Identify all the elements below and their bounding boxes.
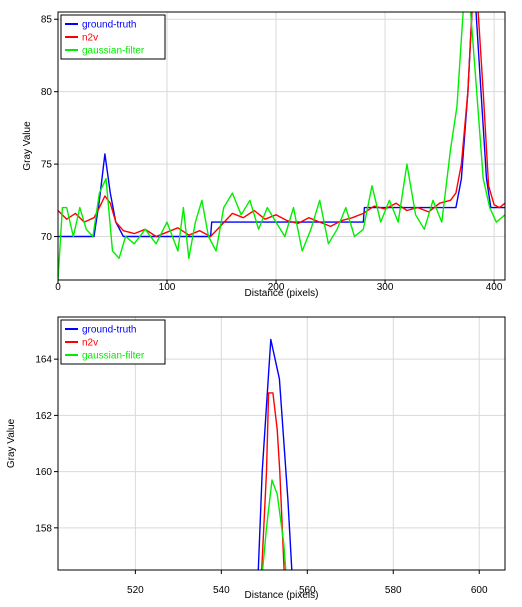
series-line-n2v: [261, 392, 285, 570]
legend-label-ground-truth: ground-truth: [82, 20, 136, 31]
series-line-gaussian-filter: [58, 12, 505, 280]
y-tick-label: 85: [41, 15, 53, 26]
x-tick-label: 580: [385, 585, 402, 596]
legend-box: [60, 14, 166, 60]
y-tick-label: 162: [35, 411, 52, 422]
legend-box: [60, 319, 166, 365]
x-tick-label: 0: [55, 282, 61, 293]
legend-label-ground-truth: ground-truth: [82, 325, 136, 336]
x-tick-label: 600: [471, 585, 488, 596]
x-tick-label: 200: [268, 282, 285, 293]
x-tick-label: 100: [159, 282, 176, 293]
legend-label-gaussian-filter: gaussian-filter: [82, 351, 145, 362]
chart-top: 0 100 200 300 400 70 75 80 85 Distance (pixels) Gr…: [22, 11, 506, 299]
x-tick-label: 560: [299, 585, 316, 596]
y-axis-label: Gray Value: [6, 418, 17, 468]
chart-bottom: 520 540 560 580 600 158 160 162 164 Distance (pix…: [6, 316, 506, 601]
plot-frame: [57, 11, 506, 281]
legend-label-n2v: n2v: [82, 338, 98, 349]
series-line-ground-truth: [58, 12, 505, 238]
legend-label-n2v: n2v: [82, 33, 98, 44]
y-tick-label: 158: [35, 523, 52, 534]
x-tick-label: 400: [486, 282, 503, 293]
plot-frame: [57, 316, 506, 571]
y-tick-label: 80: [41, 87, 53, 98]
legend-label-gaussian-filter: gaussian-filter: [82, 46, 145, 57]
y-tick-label: 75: [41, 160, 53, 171]
y-axis-label: Gray Value: [22, 121, 33, 171]
x-tick-label: 520: [127, 585, 144, 596]
y-tick-label: 70: [41, 232, 53, 243]
series-line-n2v: [58, 12, 505, 238]
x-tick-label: 540: [213, 585, 230, 596]
x-axis-label: Distance (pixels): [245, 288, 319, 299]
y-tick-label: 160: [35, 467, 52, 478]
y-tick-label: 164: [35, 355, 52, 366]
x-tick-label: 300: [377, 282, 394, 293]
x-axis-label: Distance (pixels): [245, 590, 319, 601]
series-line-gaussian-filter: [261, 479, 287, 570]
series-line-ground-truth: [257, 338, 293, 570]
